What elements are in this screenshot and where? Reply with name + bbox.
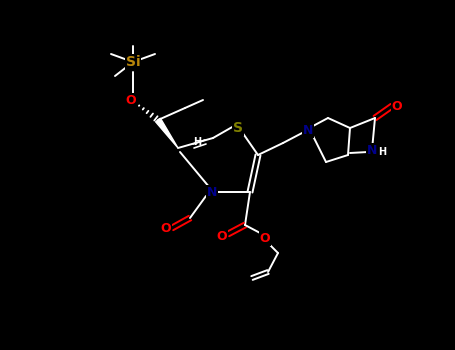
- Text: O: O: [126, 93, 136, 106]
- Text: O: O: [260, 231, 270, 245]
- Text: O: O: [161, 223, 172, 236]
- Text: H: H: [378, 147, 386, 157]
- Text: N: N: [303, 124, 313, 136]
- Text: O: O: [392, 99, 402, 112]
- Text: N: N: [367, 144, 377, 156]
- Text: N: N: [207, 186, 217, 198]
- Text: S: S: [233, 121, 243, 135]
- Text: Si: Si: [126, 55, 140, 69]
- Polygon shape: [156, 118, 178, 148]
- Text: H: H: [193, 137, 201, 147]
- Text: O: O: [217, 230, 228, 243]
